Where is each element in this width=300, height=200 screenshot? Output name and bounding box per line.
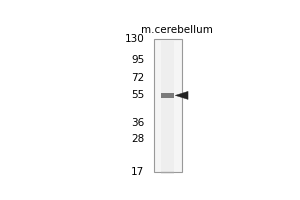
Text: m.cerebellum: m.cerebellum bbox=[141, 25, 213, 35]
Text: 36: 36 bbox=[131, 118, 145, 128]
Text: 72: 72 bbox=[131, 73, 145, 83]
Text: 130: 130 bbox=[125, 34, 145, 44]
Text: 55: 55 bbox=[131, 90, 145, 100]
Polygon shape bbox=[175, 91, 188, 99]
Text: 95: 95 bbox=[131, 55, 145, 65]
FancyBboxPatch shape bbox=[161, 171, 174, 174]
FancyBboxPatch shape bbox=[161, 40, 174, 171]
FancyBboxPatch shape bbox=[154, 39, 182, 172]
Text: 17: 17 bbox=[131, 167, 145, 177]
FancyBboxPatch shape bbox=[161, 93, 174, 98]
Text: 28: 28 bbox=[131, 134, 145, 144]
